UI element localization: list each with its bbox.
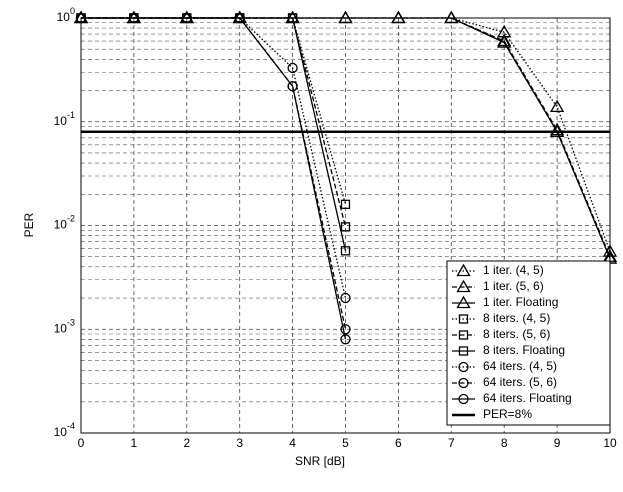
marker xyxy=(128,12,140,24)
marker xyxy=(340,222,351,232)
x-tick-label: 7 xyxy=(448,436,455,450)
x-tick-label: 10 xyxy=(603,436,617,450)
x-tick-label: 5 xyxy=(342,436,349,450)
legend-box xyxy=(446,260,611,426)
y-axis-label: PER xyxy=(22,212,36,237)
series-line xyxy=(81,17,347,251)
marker xyxy=(497,35,512,48)
marker xyxy=(458,314,469,324)
x-axis-label: SNR [dB] xyxy=(295,454,345,468)
legend-label: 8 iters. (4, 5) xyxy=(483,311,550,325)
y-tick-label: 10-4 xyxy=(54,421,75,439)
x-tick-label: 3 xyxy=(236,436,243,450)
y-tick-label: 100 xyxy=(57,6,75,24)
marker xyxy=(549,122,565,136)
x-tick-label: 4 xyxy=(289,436,296,450)
marker xyxy=(497,33,512,47)
marker xyxy=(458,330,469,340)
legend-label: 1 iter. Floating xyxy=(483,295,558,309)
marker xyxy=(458,361,469,373)
marker xyxy=(456,263,471,277)
marker xyxy=(458,377,469,389)
x-tick-label: 1 xyxy=(131,436,138,450)
marker xyxy=(340,324,351,335)
marker xyxy=(234,12,245,24)
marker xyxy=(287,13,298,23)
marker xyxy=(181,12,192,24)
marker xyxy=(340,292,351,304)
marker xyxy=(458,393,469,405)
legend-label: 1 iter. (4, 5) xyxy=(483,263,544,277)
marker xyxy=(456,295,471,309)
marker xyxy=(340,246,351,256)
legend-label: 64 iters. Floating xyxy=(483,391,572,405)
marker xyxy=(549,99,565,113)
legend-label: 64 iters. (4, 5) xyxy=(483,359,557,373)
marker xyxy=(444,10,459,24)
x-tick-label: 9 xyxy=(554,436,561,450)
marker xyxy=(75,12,87,24)
legend-label: 8 iters. (5, 6) xyxy=(483,327,550,341)
marker xyxy=(340,334,351,345)
x-tick-label: 2 xyxy=(183,436,190,450)
marker xyxy=(391,10,406,24)
series-line xyxy=(81,17,347,205)
series-line xyxy=(81,17,347,340)
x-tick-label: 6 xyxy=(395,436,402,450)
marker xyxy=(340,199,351,209)
marker xyxy=(456,279,471,293)
series-line xyxy=(81,17,347,299)
marker xyxy=(338,10,353,24)
marker xyxy=(458,346,469,356)
legend-label: 1 iter. (5, 6) xyxy=(483,279,544,293)
marker xyxy=(287,62,298,74)
x-tick-label: 8 xyxy=(501,436,508,450)
y-tick-label: 10-3 xyxy=(54,318,75,336)
x-tick-label: 0 xyxy=(78,436,85,450)
y-tick-label: 10-1 xyxy=(54,110,75,128)
legend-label: PER=8% xyxy=(483,407,532,421)
y-tick-label: 10-2 xyxy=(54,214,75,232)
marker xyxy=(287,81,298,92)
legend-label: 8 iters. Floating xyxy=(483,343,565,357)
legend-label: 64 iters. (5, 6) xyxy=(483,375,557,389)
